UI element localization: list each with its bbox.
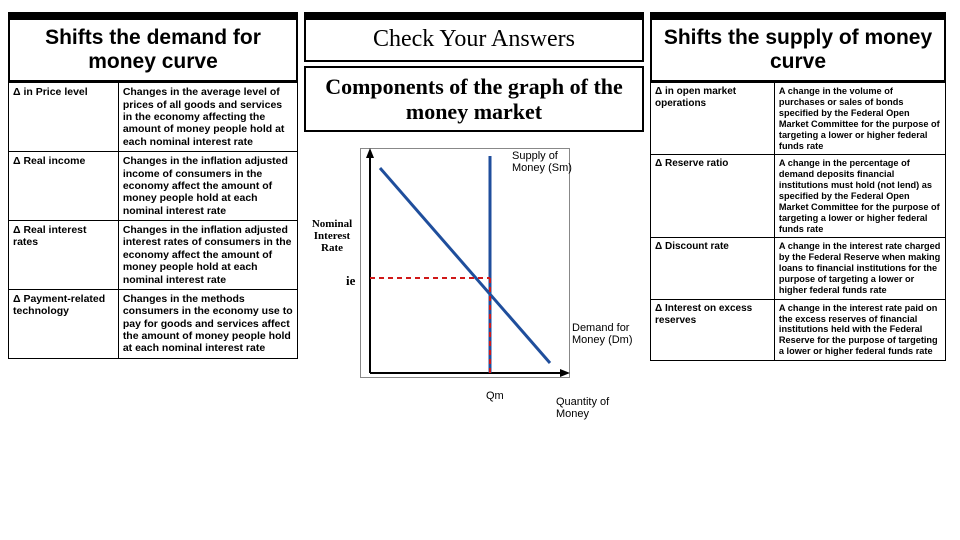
slide: Shifts the demand for money curve Δ in P… [0, 0, 960, 540]
y-axis-label: Nominal Interest Rate [302, 218, 362, 254]
middle-column: Check Your Answers Components of the gra… [304, 12, 644, 532]
term: Δ Payment-related technology [9, 289, 119, 358]
table-row: Δ in open market operations A change in … [651, 83, 946, 155]
demand-title: Shifts the demand for money curve [10, 20, 296, 80]
term: Δ Real income [9, 152, 119, 221]
supply-title-panel: Shifts the supply of money curve [650, 12, 946, 82]
definition: A change in the interest rate paid on th… [774, 299, 945, 360]
demand-shifts-column: Shifts the demand for money curve Δ in P… [8, 12, 298, 532]
table-row: Δ Reserve ratio A change in the percenta… [651, 155, 946, 238]
table-row: Δ Interest on excess reserves A change i… [651, 299, 946, 360]
definition: Changes in the average level of prices o… [118, 83, 297, 152]
supply-shifts-column: Shifts the supply of money curve Δ in op… [650, 12, 946, 532]
money-market-graph: Nominal Interest Rate ie Supply of Money… [304, 138, 644, 438]
term: Δ Discount rate [651, 238, 775, 299]
y-arrow-icon [366, 148, 374, 158]
supply-label: Supply of Money (Sm) [512, 150, 582, 174]
check-answers-panel: Check Your Answers [304, 12, 644, 62]
components-title: Components of the graph of the money mar… [306, 68, 642, 131]
demand-label: Demand for Money (Dm) [572, 322, 634, 346]
demand-title-panel: Shifts the demand for money curve [8, 12, 298, 82]
term: Δ Real interest rates [9, 221, 119, 290]
graph-svg [360, 148, 570, 378]
table-row: Δ Payment-related technology Changes in … [9, 289, 298, 358]
supply-table: Δ in open market operations A change in … [650, 82, 946, 361]
term: Δ in open market operations [651, 83, 775, 155]
table-row: Δ Discount rate A change in the interest… [651, 238, 946, 299]
supply-title: Shifts the supply of money curve [652, 20, 944, 80]
table-row: Δ in Price level Changes in the average … [9, 83, 298, 152]
qm-label: Qm [486, 390, 504, 402]
x-arrow-icon [560, 369, 570, 377]
definition: Changes in the inflation adjusted income… [118, 152, 297, 221]
term: Δ in Price level [9, 83, 119, 152]
demand-curve [380, 168, 550, 363]
check-answers-title: Check Your Answers [306, 20, 642, 60]
table-row: Δ Real interest rates Changes in the inf… [9, 221, 298, 290]
definition: A change in the percentage of demand dep… [774, 155, 945, 238]
ie-label: ie [346, 274, 355, 288]
definition: A change in the interest rate charged by… [774, 238, 945, 299]
term: Δ Reserve ratio [651, 155, 775, 238]
definition: Changes in the methods consumers in the … [118, 289, 297, 358]
components-panel: Components of the graph of the money mar… [304, 66, 644, 133]
x-axis-label: Quantity of Money [556, 396, 636, 420]
table-row: Δ Real income Changes in the inflation a… [9, 152, 298, 221]
definition: Changes in the inflation adjusted intere… [118, 221, 297, 290]
demand-table: Δ in Price level Changes in the average … [8, 82, 298, 359]
definition: A change in the volume of purchases or s… [774, 83, 945, 155]
term: Δ Interest on excess reserves [651, 299, 775, 360]
